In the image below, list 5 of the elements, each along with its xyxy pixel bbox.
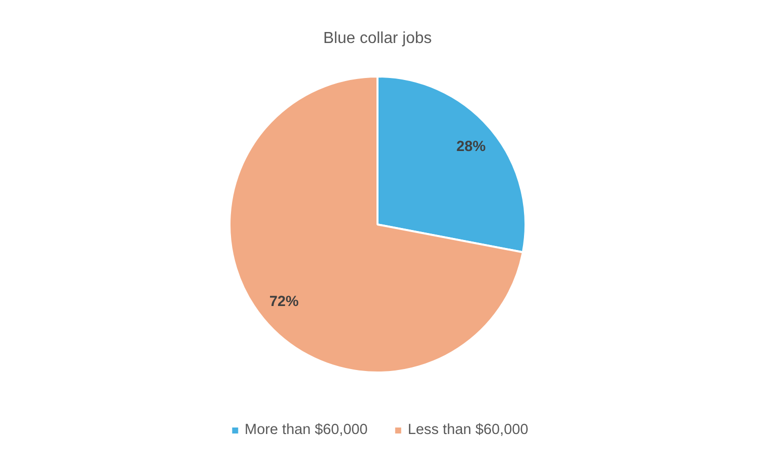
chart-title: Blue collar jobs [323, 30, 432, 47]
legend-label: More than $60,000 [244, 422, 368, 438]
data-label: 72% [269, 294, 299, 310]
data-label: 28% [456, 139, 486, 156]
legend-label: Less than $60,000 [408, 422, 528, 438]
